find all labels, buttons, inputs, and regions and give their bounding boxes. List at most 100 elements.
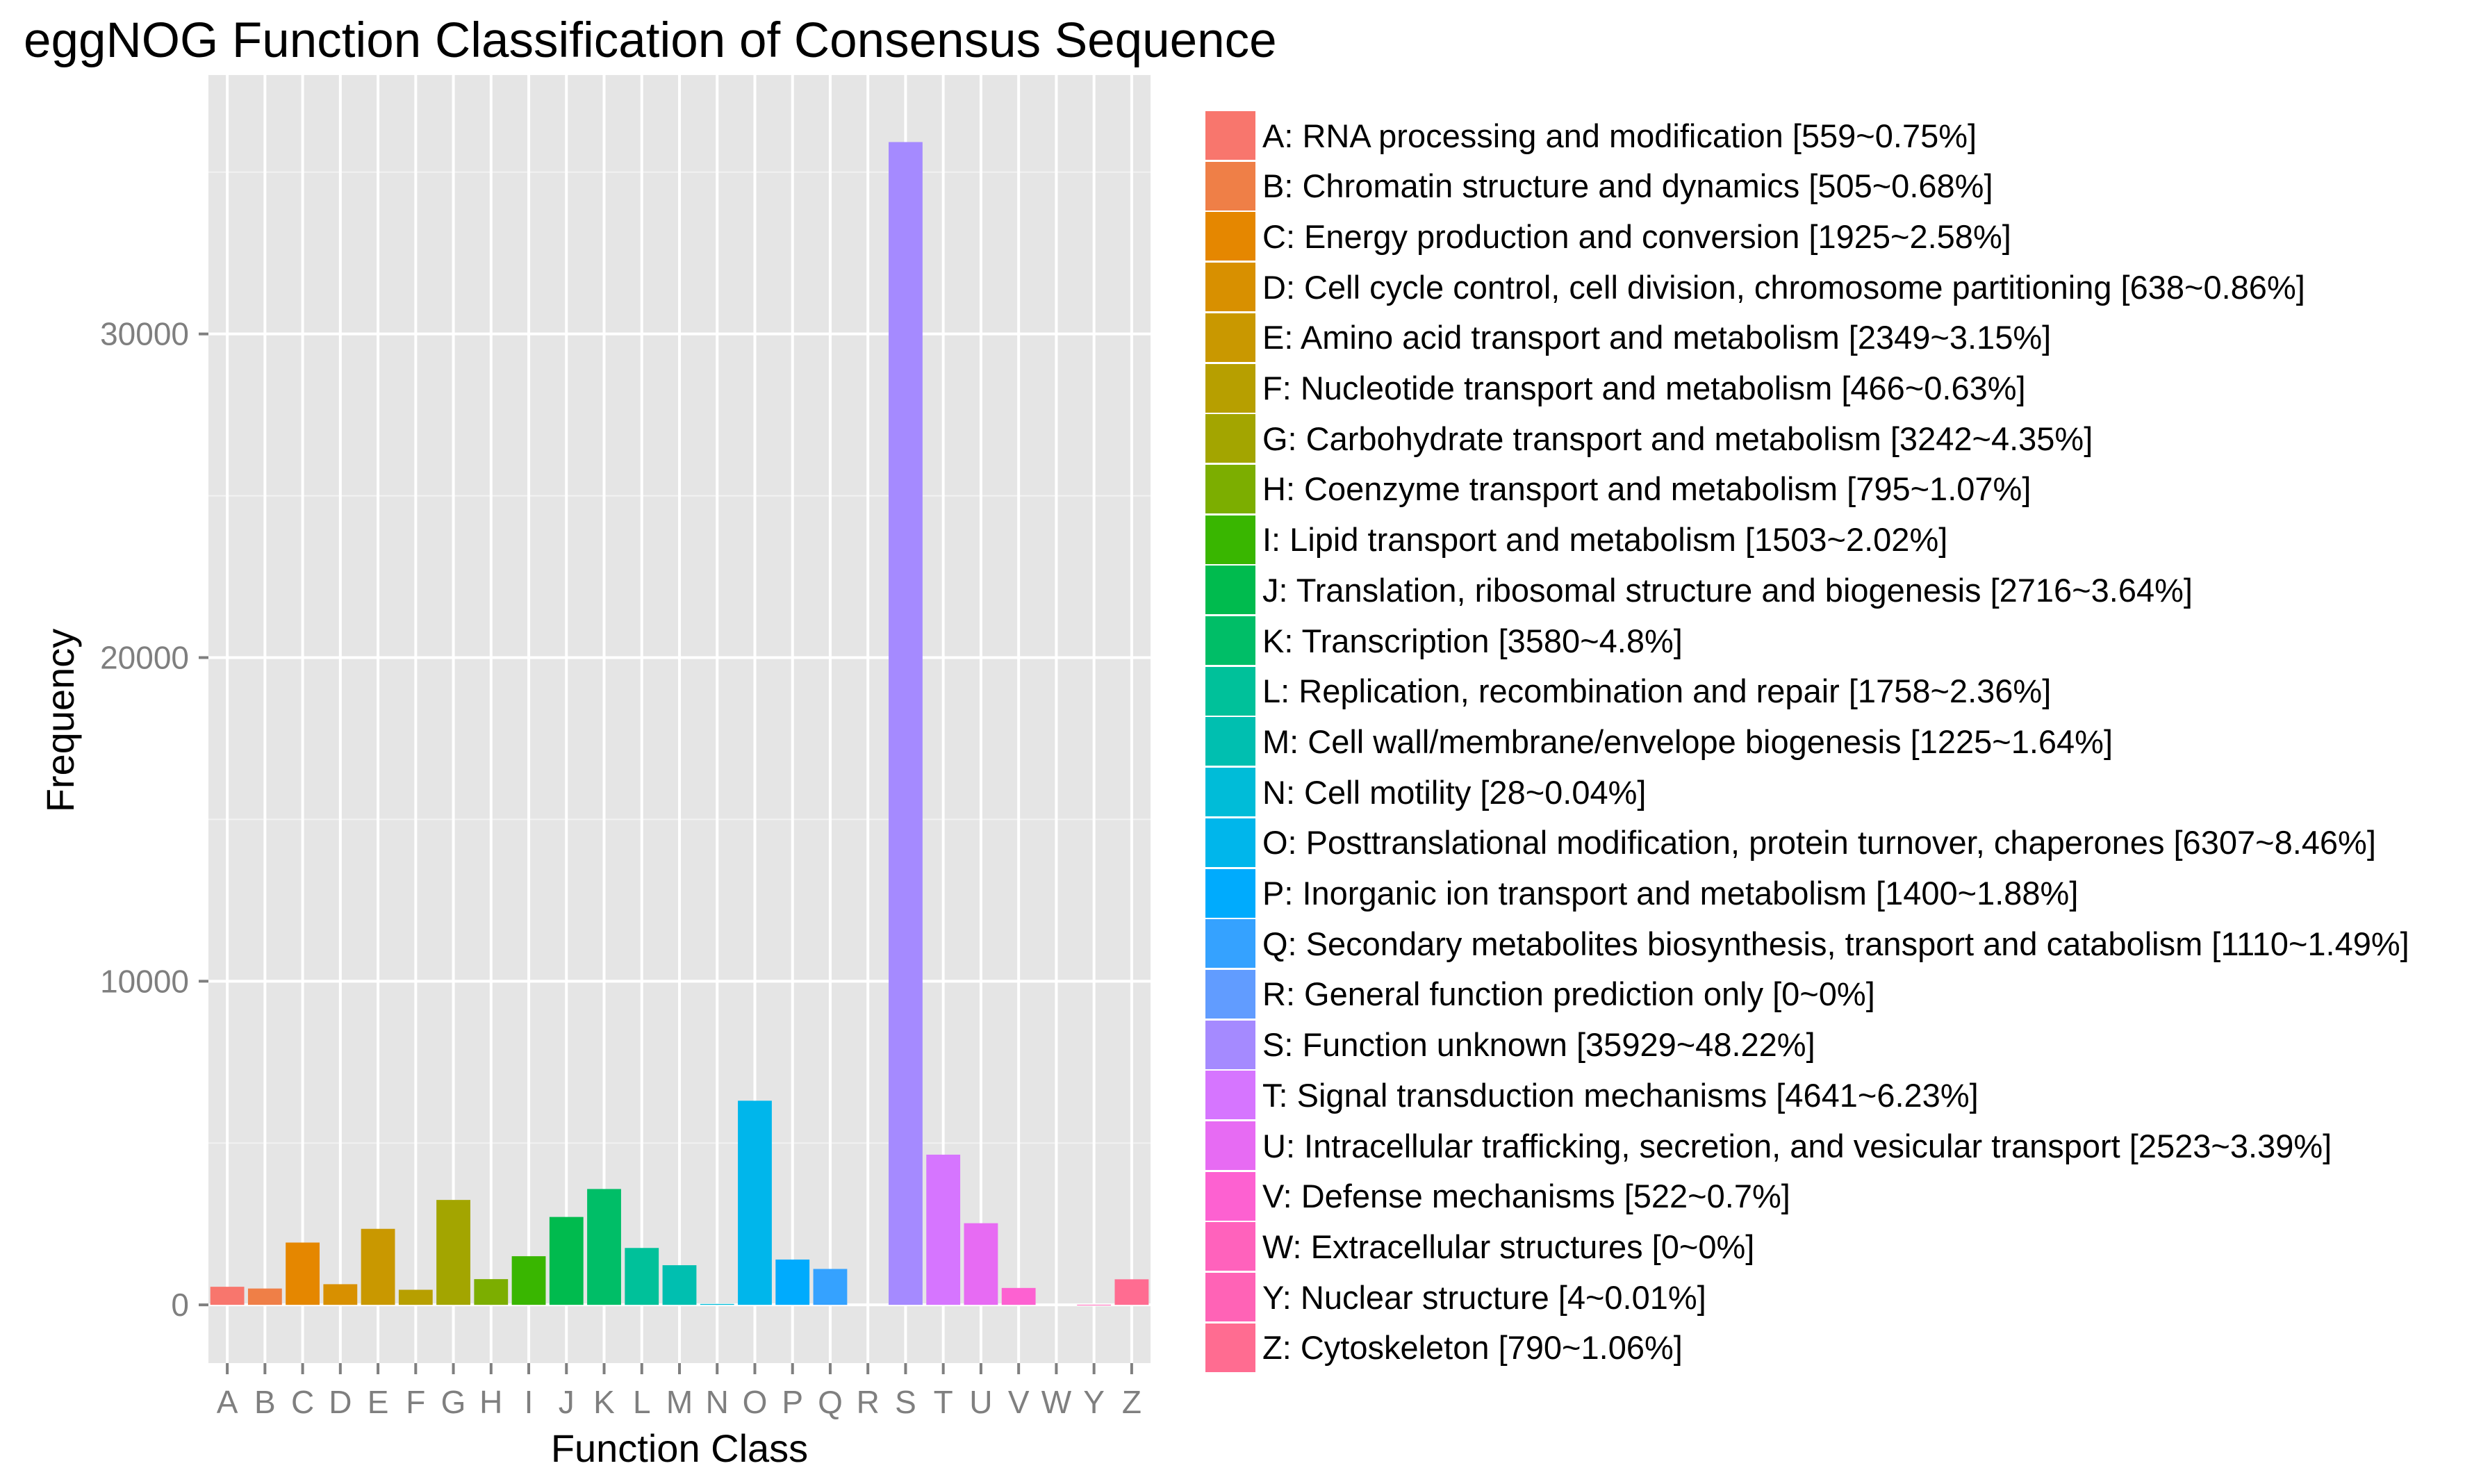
legend-label: W: Extracellular structures [0~0%] [1262, 1228, 1755, 1265]
legend-label: M: Cell wall/membrane/envelope biogenesi… [1262, 723, 2113, 760]
x-tick-label: F [406, 1384, 425, 1420]
legend-item: U: Intracellular trafficking, secretion,… [1205, 1121, 2332, 1170]
legend-swatch [1205, 1071, 1255, 1120]
legend-swatch [1205, 666, 1255, 716]
x-tick-label: V [1008, 1384, 1030, 1420]
y-tick-label: 0 [171, 1287, 189, 1323]
x-tick-label: C [291, 1384, 314, 1420]
bar-O [738, 1100, 772, 1305]
legend-swatch [1205, 768, 1255, 817]
y-tick-label: 20000 [100, 639, 189, 675]
legend-item: F: Nucleotide transport and metabolism [… [1205, 363, 2026, 413]
legend-item: J: Translation, ribosomal structure and … [1205, 566, 2193, 615]
legend-label: O: Posttranslational modification, prote… [1262, 824, 2376, 861]
legend-item: G: Carbohydrate transport and metabolism… [1205, 414, 2093, 463]
legend-label: B: Chromatin structure and dynamics [505… [1262, 167, 1993, 205]
legend-label: F: Nucleotide transport and metabolism [… [1262, 370, 2026, 406]
legend-item: B: Chromatin structure and dynamics [505… [1205, 161, 1993, 211]
legend-swatch [1205, 313, 1255, 362]
legend-swatch [1205, 515, 1255, 564]
legend-item: Y: Nuclear structure [4~0.01%] [1205, 1273, 1706, 1322]
bar-I [511, 1256, 546, 1305]
axis-layer: 0 10000 20000 30000 A B C D E F G H I J K L M N O P Q R S T U V W Y… [100, 316, 1141, 1420]
legend-swatch [1205, 1121, 1255, 1170]
legend-label: I: Lipid transport and metabolism [1503~… [1262, 521, 1948, 559]
legend-item: C: Energy production and conversion [192… [1205, 212, 2011, 261]
legend-swatch [1205, 868, 1255, 918]
legend-item: K: Transcription [3580~4.8%] [1205, 616, 1683, 665]
legend-swatch [1205, 717, 1255, 766]
legend-swatch [1205, 818, 1255, 867]
bar-K [587, 1189, 621, 1305]
bar-U [964, 1223, 998, 1305]
x-tick-label: E [368, 1384, 389, 1420]
legend-item: W: Extracellular structures [0~0%] [1205, 1222, 1754, 1271]
x-tick-label: J [559, 1384, 575, 1420]
legend-label: C: Energy production and conversion [192… [1262, 217, 2011, 255]
y-tick-label: 10000 [100, 963, 189, 999]
bar-V [1001, 1287, 1036, 1305]
bar-P [775, 1259, 810, 1305]
legend-label: Q: Secondary metabolites biosynthesis, t… [1262, 925, 2409, 962]
x-tick-label: G [441, 1384, 466, 1420]
x-tick-label: D [329, 1384, 352, 1420]
chart-title: eggNOG Function Classification of Consen… [24, 13, 1277, 68]
bar-C [286, 1242, 320, 1305]
legend-item: P: Inorganic ion transport and metabolis… [1205, 868, 2078, 918]
legend-item: V: Defense mechanisms [522~0.7%] [1205, 1171, 1790, 1221]
x-tick-label: W [1041, 1384, 1072, 1420]
legend-swatch [1205, 1273, 1255, 1322]
x-tick-label: M [666, 1384, 693, 1420]
legend-item: S: Function unknown [35929~48.22%] [1205, 1020, 1815, 1069]
legend-label: R: General function prediction only [0~0… [1262, 975, 1875, 1013]
x-tick-label: Q [818, 1384, 843, 1420]
legend-label: D: Cell cycle control, cell division, ch… [1262, 268, 2305, 306]
x-tick-label: R [857, 1384, 880, 1420]
legend-swatch [1205, 969, 1255, 1019]
legend-label: T: Signal transduction mechanisms [4641~… [1262, 1076, 1979, 1114]
legend-swatch [1205, 212, 1255, 261]
x-tick-label: H [479, 1384, 502, 1420]
legend-swatch [1205, 919, 1255, 968]
bar-J [549, 1217, 584, 1305]
legend-label: A: RNA processing and modification [559~… [1262, 117, 1977, 154]
legend-swatch [1205, 566, 1255, 615]
legend-item: A: RNA processing and modification [559~… [1205, 111, 1977, 160]
x-tick-label: I [525, 1384, 534, 1420]
legend-swatch [1205, 414, 1255, 463]
x-tick-label: O [743, 1384, 768, 1420]
legend-swatch [1205, 363, 1255, 413]
bar-L [625, 1248, 659, 1305]
x-tick-label: S [895, 1384, 916, 1420]
bar-A [210, 1287, 245, 1305]
bar-Z [1114, 1279, 1149, 1305]
legend-swatch [1205, 1222, 1255, 1271]
legend-item: L: Replication, recombination and repair… [1205, 666, 2052, 716]
legend-swatch [1205, 111, 1255, 160]
legend-label: Y: Nuclear structure [4~0.01%] [1262, 1278, 1706, 1316]
legend-item: Q: Secondary metabolites biosynthesis, t… [1205, 919, 2409, 968]
legend-label: V: Defense mechanisms [522~0.7%] [1262, 1178, 1790, 1215]
legend-swatch [1205, 161, 1255, 211]
bar-D [323, 1284, 358, 1305]
legend-label: L: Replication, recombination and repair… [1262, 673, 2052, 710]
legend-label: N: Cell motility [28~0.04%] [1262, 773, 1647, 811]
x-tick-label: U [969, 1384, 992, 1420]
y-axis-title: Frequency [38, 629, 82, 813]
legend-label: K: Transcription [3580~4.8%] [1262, 622, 1683, 659]
x-tick-label: Z [1122, 1384, 1141, 1420]
bar-Q [813, 1269, 848, 1305]
legend-item: Z: Cytoskeleton [790~1.06%] [1205, 1323, 1683, 1372]
legend-item: E: Amino acid transport and metabolism [… [1205, 313, 2051, 362]
legend-label: J: Translation, ribosomal structure and … [1262, 571, 2193, 609]
x-tick-label: T [934, 1384, 953, 1420]
legend-label: H: Coenzyme transport and metabolism [79… [1262, 470, 2031, 508]
bar-H [474, 1279, 509, 1305]
legend-item: M: Cell wall/membrane/envelope biogenesi… [1205, 717, 2113, 766]
legend-item: T: Signal transduction mechanisms [4641~… [1205, 1071, 1979, 1120]
y-tick-label: 30000 [100, 316, 189, 352]
x-tick-label: A [217, 1384, 238, 1420]
x-axis-title: Function Class [551, 1426, 808, 1470]
bar-S [889, 142, 923, 1305]
